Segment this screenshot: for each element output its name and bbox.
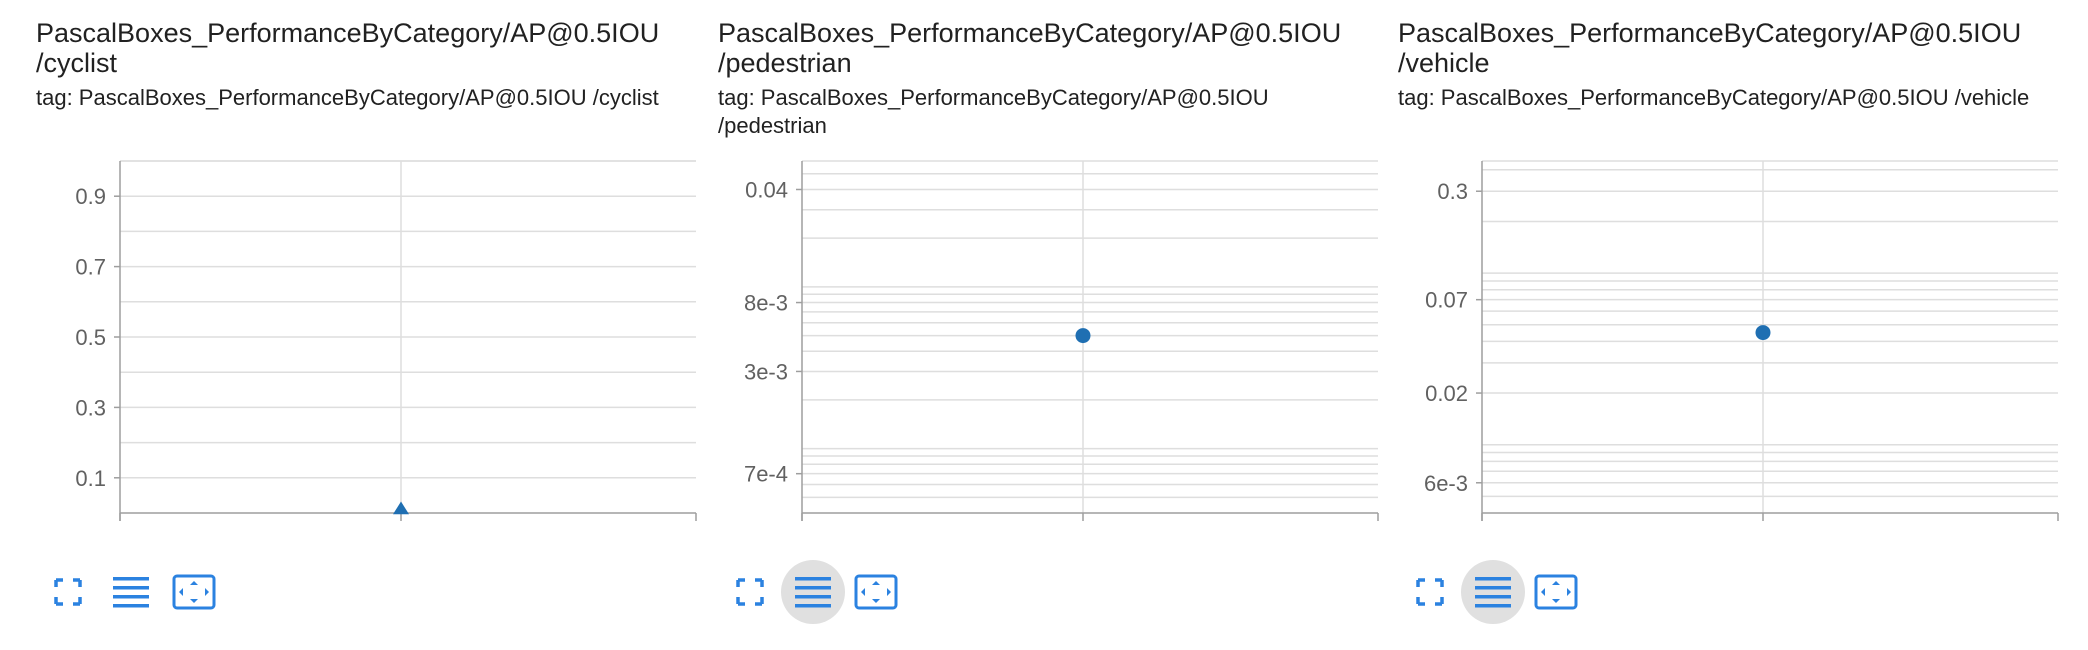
y-tick-label: 0.9 [75, 184, 106, 209]
y-tick-label: 7e-4 [744, 462, 788, 487]
fit-domain-icon [1534, 574, 1578, 610]
chart-toolbar [718, 560, 1378, 624]
chart-card-vehicle: PascalBoxes_PerformanceByCategory/AP@0.5… [1398, 0, 2059, 650]
chart-title: PascalBoxes_PerformanceByCategory/AP@0.5… [1398, 18, 2022, 78]
chart-card-pedestrian: PascalBoxes_PerformanceByCategory/AP@0.5… [718, 0, 1379, 650]
y-tick-label: 0.04 [745, 177, 788, 202]
toggle-log-scale-button[interactable] [781, 560, 845, 624]
y-tick-label: 0.3 [75, 395, 106, 420]
fullscreen-icon [736, 578, 764, 606]
y-tick-label: 0.5 [75, 325, 106, 350]
chart-tag: tag: PascalBoxes_PerformanceByCategory/A… [1398, 85, 2030, 110]
toggle-log-scale-button[interactable] [1461, 560, 1525, 624]
chart-card-cyclist: PascalBoxes_PerformanceByCategory/AP@0.5… [36, 0, 697, 650]
fit-domain-button[interactable] [1524, 560, 1588, 624]
toggle-log-scale-icon [1475, 577, 1511, 608]
toggle-log-scale-icon [113, 577, 149, 608]
data-point[interactable] [393, 501, 409, 515]
chart-tag: tag: PascalBoxes_PerformanceByCategory/A… [36, 85, 659, 110]
fit-domain-icon [172, 574, 216, 610]
chart-plot-pedestrian[interactable]: 0.04 8e-3 3e-3 7e-4 [718, 150, 1379, 528]
fullscreen-icon [54, 578, 82, 606]
y-tick-label: 0.1 [75, 466, 106, 491]
fullscreen-button[interactable] [718, 560, 782, 624]
y-tick-label: 3e-3 [744, 359, 788, 384]
chart-plot-vehicle[interactable]: 0.3 0.07 0.02 6e-3 [1398, 150, 2059, 528]
fit-domain-icon [854, 574, 898, 610]
chart-title: PascalBoxes_PerformanceByCategory/AP@0.5… [36, 18, 660, 78]
y-tick-label: 6e-3 [1424, 471, 1468, 496]
data-point[interactable] [1755, 325, 1771, 341]
fullscreen-icon [1416, 578, 1444, 606]
y-tick-label: 0.02 [1425, 381, 1468, 406]
fullscreen-button[interactable] [36, 560, 100, 624]
y-tick-label: 0.7 [75, 255, 106, 280]
y-tick-label: 0.07 [1425, 288, 1468, 313]
chart-title: PascalBoxes_PerformanceByCategory/AP@0.5… [718, 18, 1342, 78]
chart-toolbar [1398, 560, 2058, 624]
y-tick-label: 8e-3 [744, 291, 788, 316]
chart-plot-cyclist[interactable]: 0.9 0.7 0.5 0.3 0.1 [36, 150, 697, 528]
fit-domain-button[interactable] [844, 560, 908, 624]
y-tick-label: 0.3 [1437, 179, 1468, 204]
fit-domain-button[interactable] [162, 560, 226, 624]
chart-toolbar [36, 560, 696, 624]
data-point[interactable] [1075, 328, 1091, 344]
fullscreen-button[interactable] [1398, 560, 1462, 624]
chart-tag: tag: PascalBoxes_PerformanceByCategory/A… [718, 85, 1269, 138]
toggle-log-scale-button[interactable] [99, 560, 163, 624]
toggle-log-scale-icon [795, 577, 831, 608]
